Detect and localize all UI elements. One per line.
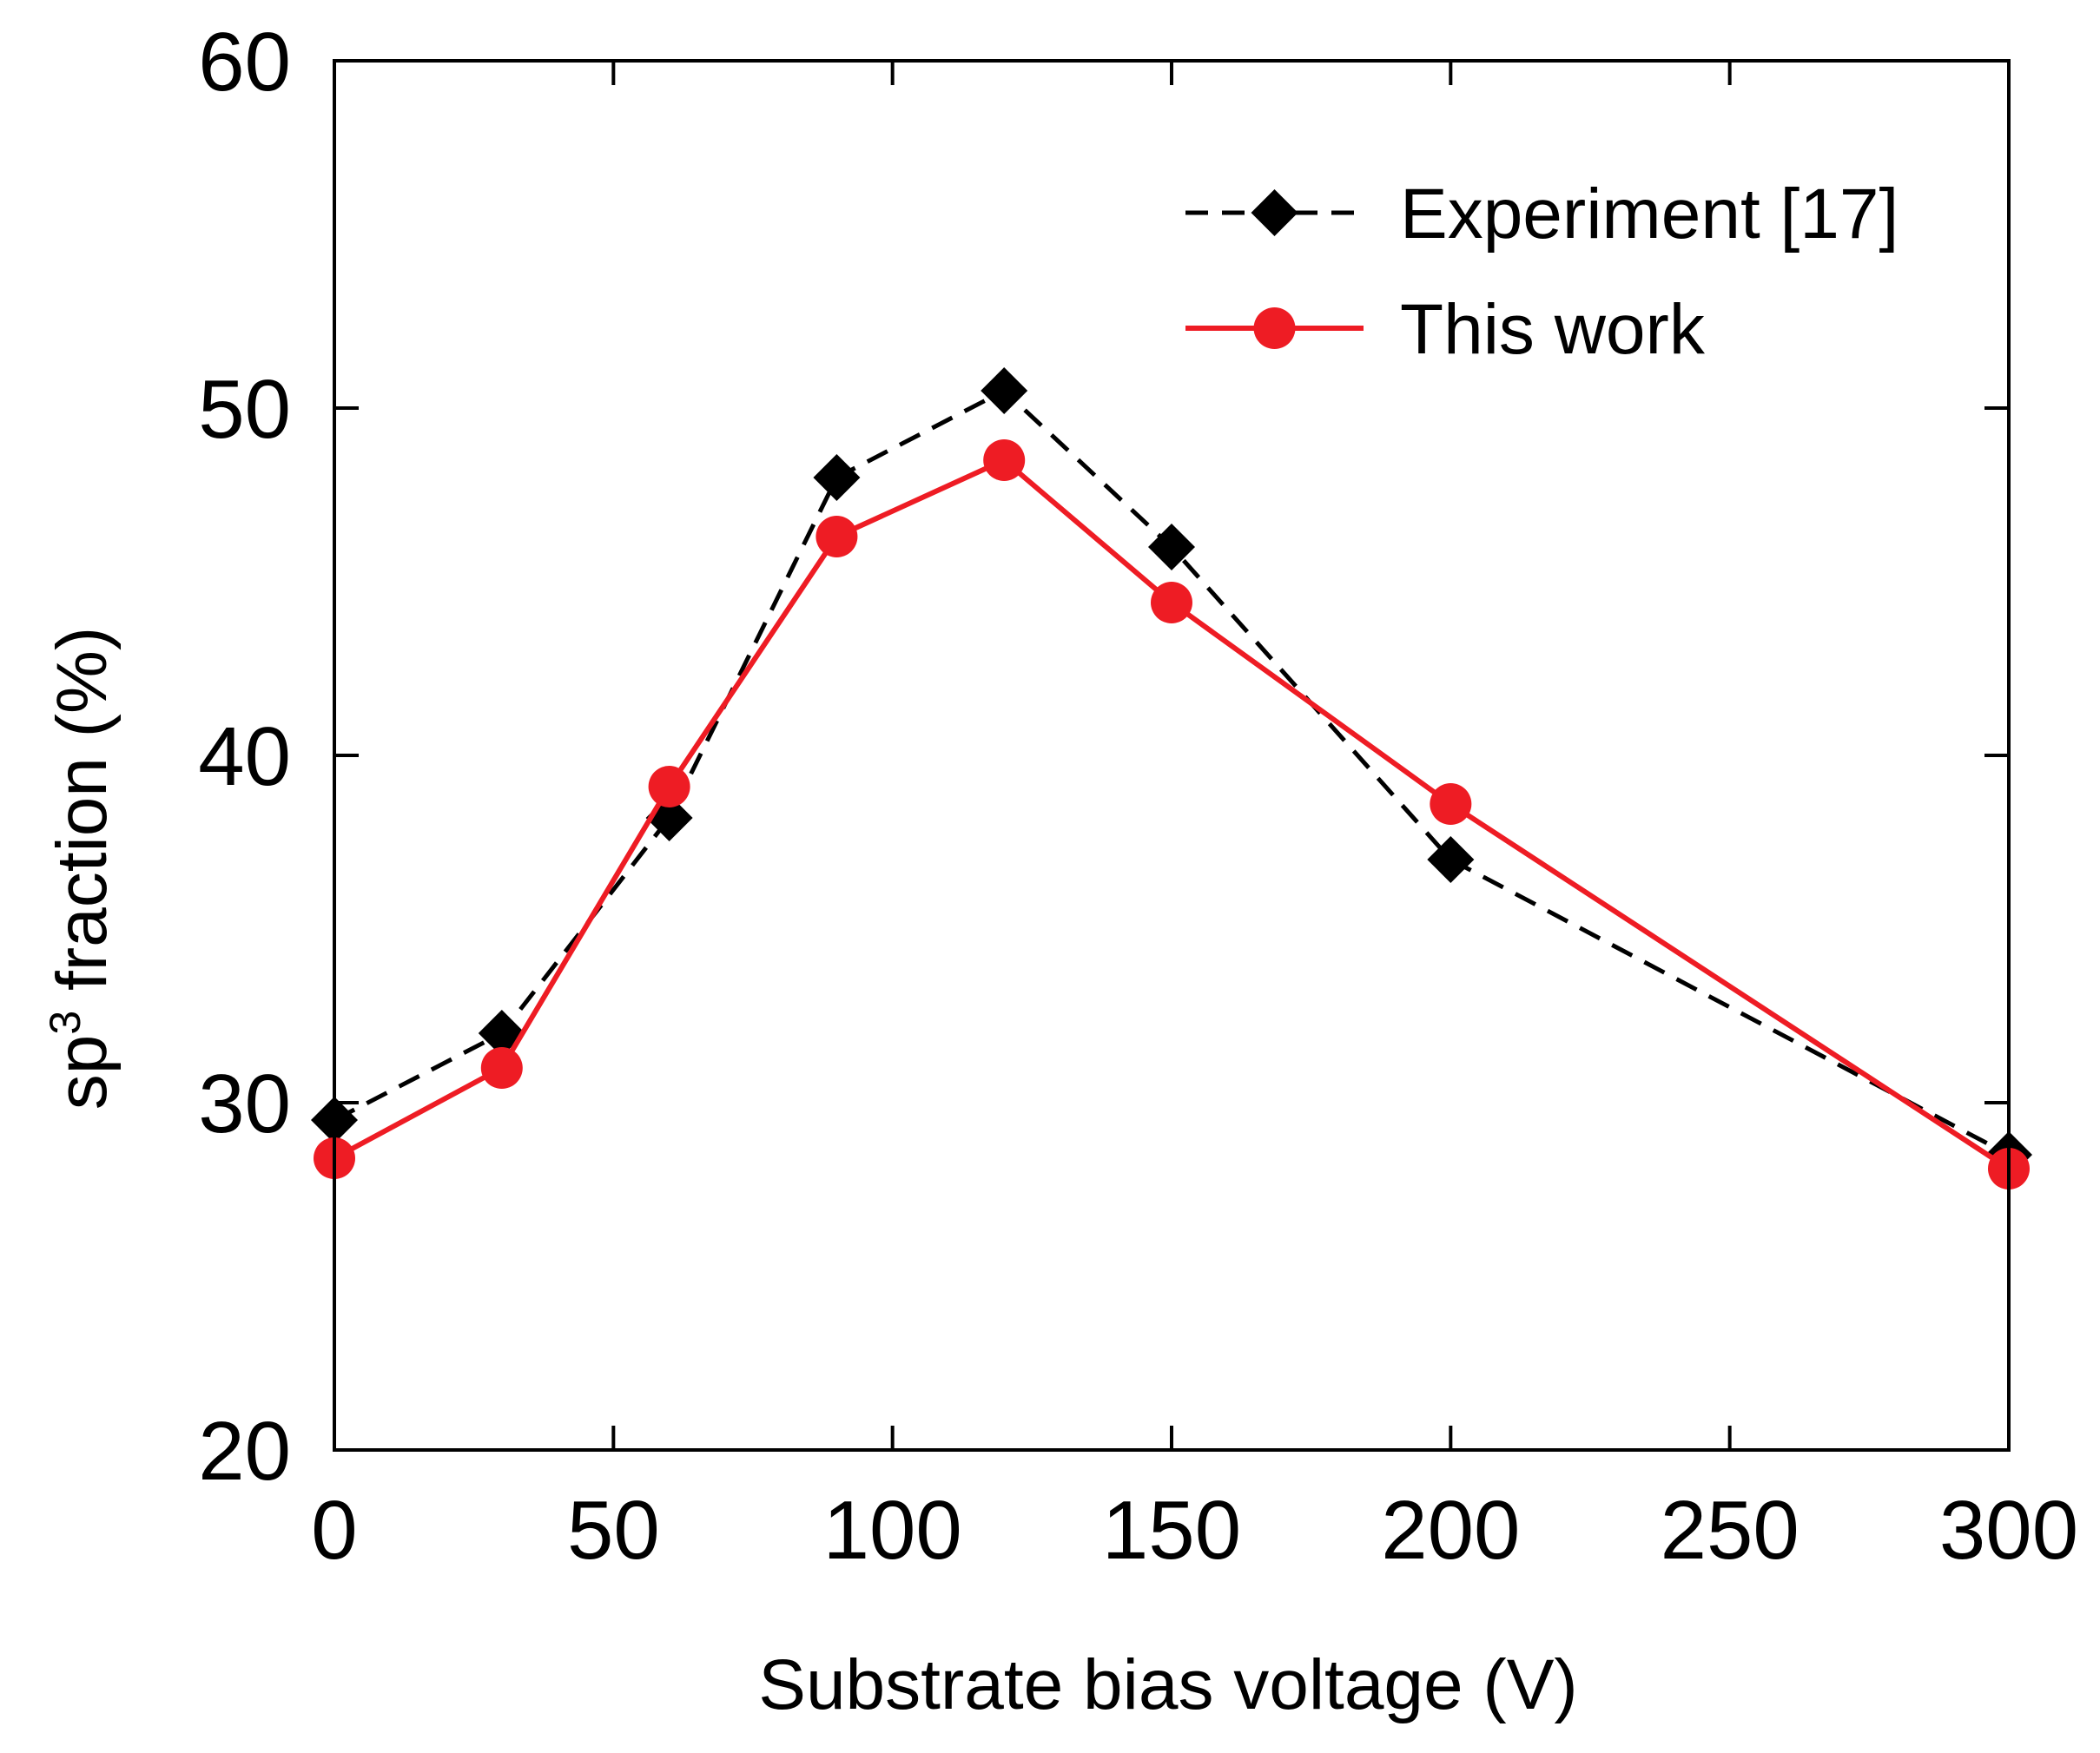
data-point-circle	[1151, 582, 1192, 623]
data-point-circle	[983, 439, 1026, 481]
series-this-work	[314, 439, 2030, 1190]
data-point-diamond	[1148, 524, 1195, 570]
y-tick-label: 30	[198, 1058, 291, 1150]
x-tick-label: 50	[567, 1484, 660, 1577]
legend-entry-this-work: This work	[1185, 290, 1706, 369]
legend-entry-experiment: Experiment [17]	[1185, 175, 1899, 254]
legend-marker	[1251, 189, 1298, 236]
x-tick-label: 100	[823, 1484, 962, 1577]
ticks-layer: 0 50 100 150 200 250 300 20 30 40 50 60	[198, 16, 2078, 1577]
data-point-circle	[816, 516, 858, 557]
data-point-circle	[648, 766, 690, 807]
data-point-circle	[1430, 783, 1472, 825]
y-tick-label: 40	[198, 710, 291, 803]
series-layer	[311, 367, 2032, 1190]
x-tick-label: 250	[1661, 1484, 1800, 1577]
legend: Experiment [17] This work	[1185, 175, 1899, 369]
x-tick-label: 0	[311, 1484, 357, 1577]
y-axis-title-superscript: 3	[41, 1011, 89, 1035]
data-point-diamond	[813, 454, 861, 501]
x-tick-label: 150	[1102, 1484, 1241, 1577]
series-experiment	[311, 367, 2032, 1178]
y-axis-title: sp3 fraction (%)	[41, 627, 122, 1110]
y-tick-label: 20	[198, 1405, 291, 1498]
y-tick-label: 50	[198, 363, 291, 456]
legend-label: Experiment [17]	[1400, 175, 1899, 254]
series-line	[333, 388, 2011, 1157]
data-point-diamond	[1427, 836, 1475, 883]
legend-marker	[1253, 307, 1296, 349]
y-axis-title-rest: fraction (%)	[43, 627, 122, 1011]
data-point-diamond	[981, 367, 1028, 414]
y-axis-title-main: sp	[43, 1035, 122, 1110]
x-axis-title: Substrate bias voltage (V)	[758, 1645, 1577, 1724]
legend-label: This work	[1400, 290, 1706, 369]
x-tick-label: 300	[1939, 1484, 2078, 1577]
series-line	[333, 458, 2011, 1171]
data-point-circle	[480, 1047, 523, 1089]
x-tick-label: 200	[1381, 1484, 1520, 1577]
y-tick-label: 60	[198, 16, 291, 109]
